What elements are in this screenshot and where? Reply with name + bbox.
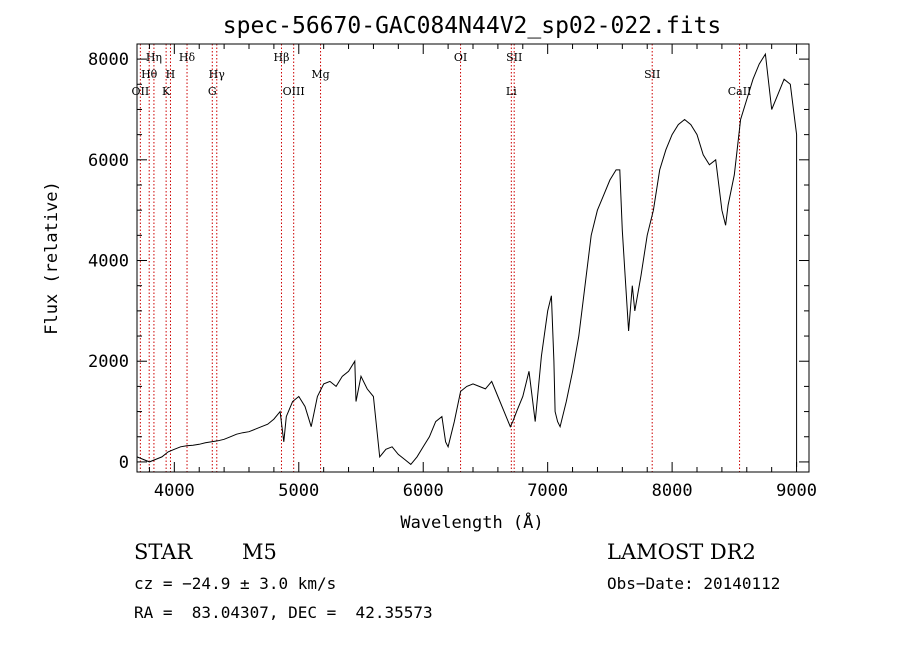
y-tick-label: 2000 bbox=[88, 352, 129, 372]
line-id-label: Li bbox=[506, 85, 517, 98]
y-tick-label: 6000 bbox=[88, 151, 129, 171]
line-id-label: H bbox=[166, 68, 176, 81]
line-id-label: SII bbox=[644, 68, 660, 81]
x-axis-label: Wavelength (Å) bbox=[400, 511, 543, 533]
line-id-label: Hθ bbox=[141, 68, 158, 81]
plot-frame bbox=[136, 43, 810, 473]
spectrum-series-line bbox=[136, 52, 798, 467]
y-tick-label: 0 bbox=[119, 453, 129, 473]
line-id-label: K bbox=[162, 85, 171, 98]
y-tick-label: 8000 bbox=[88, 50, 129, 70]
line-id-label: Mg bbox=[311, 68, 329, 81]
line-id-label: OI bbox=[454, 51, 467, 64]
x-tick-label: 9000 bbox=[776, 481, 817, 501]
line-id-label: OIII bbox=[283, 85, 305, 98]
y-axis: 0 2000 4000 6000 8000 bbox=[88, 50, 809, 473]
line-id-label: Hγ bbox=[209, 68, 226, 81]
line-id-markers bbox=[139, 44, 741, 472]
line-id-label: Hη bbox=[146, 51, 162, 64]
line-id-label: OII bbox=[132, 85, 150, 98]
line-id-label: G bbox=[208, 85, 217, 98]
redshift-velocity: cz = −24.9 ± 3.0 km/s bbox=[134, 574, 337, 593]
x-tick-label: 7000 bbox=[527, 481, 568, 501]
y-tick-label: 4000 bbox=[88, 252, 129, 272]
line-id-label: Hδ bbox=[179, 51, 196, 64]
observation-date: Obs−Date: 20140112 bbox=[607, 574, 781, 593]
x-tick-label: 5000 bbox=[278, 481, 319, 501]
object-class: STAR bbox=[134, 540, 193, 564]
line-id-label: SII bbox=[506, 51, 522, 64]
x-axis: 4000 5000 6000 7000 8000 9000 bbox=[148, 44, 817, 501]
line-id-label: Hβ bbox=[274, 51, 290, 64]
chart-title: spec-56670-GAC084N44V2_sp02-022.fits bbox=[223, 13, 722, 39]
object-subclass: M5 bbox=[242, 540, 277, 564]
x-tick-label: 8000 bbox=[652, 481, 693, 501]
x-tick-label: 4000 bbox=[154, 481, 195, 501]
x-tick-label: 6000 bbox=[403, 481, 444, 501]
survey-name: LAMOST DR2 bbox=[607, 540, 756, 564]
y-axis-label: Flux (relative) bbox=[42, 181, 62, 335]
line-id-label: CaII bbox=[728, 85, 752, 98]
ra-dec: RA = 83.04307, DEC = 42.35573 bbox=[134, 603, 433, 622]
